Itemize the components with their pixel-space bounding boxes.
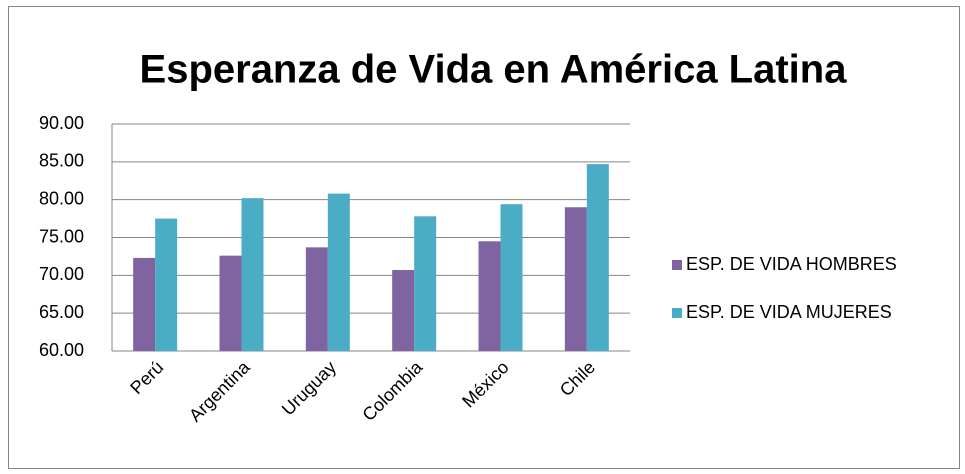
bar xyxy=(586,164,609,351)
y-tick-label: 60.00 xyxy=(39,340,84,360)
legend-label: ESP. DE VIDA HOMBRES xyxy=(686,254,897,274)
y-tick-label: 80.00 xyxy=(39,188,84,208)
bar xyxy=(327,193,350,351)
bar xyxy=(564,207,587,351)
legend-swatch xyxy=(672,260,682,270)
bar xyxy=(133,257,156,351)
bar xyxy=(414,216,437,351)
bar xyxy=(241,198,264,351)
bar xyxy=(219,255,242,351)
bar xyxy=(155,218,178,351)
y-tick-label: 90.00 xyxy=(39,113,84,133)
legend-label: ESP. DE VIDA MUJERES xyxy=(686,302,892,322)
legend-swatch xyxy=(672,308,682,318)
bar xyxy=(500,204,523,351)
y-tick-label: 75.00 xyxy=(39,226,84,246)
bar xyxy=(392,270,415,351)
y-tick-label: 70.00 xyxy=(39,264,84,284)
chart-title: Esperanza de Vida en América Latina xyxy=(140,48,848,92)
y-tick-label: 85.00 xyxy=(39,151,84,171)
bar xyxy=(478,241,501,351)
y-tick-label: 65.00 xyxy=(39,302,84,322)
bar xyxy=(305,247,328,351)
